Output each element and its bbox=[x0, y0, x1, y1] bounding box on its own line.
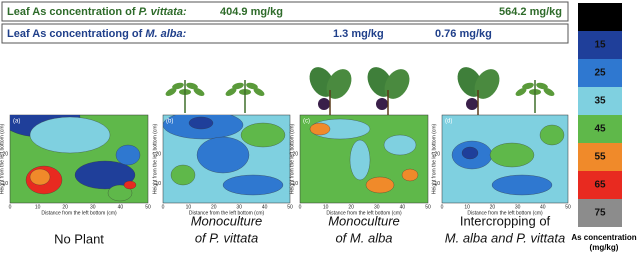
x-tick-label: 10 bbox=[35, 204, 41, 210]
panel-letter: (a) bbox=[13, 119, 20, 125]
contour bbox=[350, 140, 370, 180]
panel-caption: M. alba and P. vittata bbox=[445, 230, 565, 245]
y-axis-label: Height from the left bottom (cm) bbox=[289, 124, 295, 195]
x-tick-label: 40 bbox=[118, 204, 124, 210]
x-tick-label: 0 bbox=[9, 204, 12, 210]
contour bbox=[189, 117, 213, 129]
contour bbox=[402, 169, 418, 181]
contour bbox=[490, 143, 534, 167]
berry bbox=[466, 98, 478, 110]
x-tick-label: 50 bbox=[287, 204, 293, 210]
contour bbox=[462, 147, 478, 159]
header-value: 404.9 mg/kg bbox=[220, 6, 283, 18]
header-value: 1.3 mg/kg bbox=[333, 28, 384, 40]
x-tick-label: 0 bbox=[441, 204, 444, 210]
colorbar-tick-label: 35 bbox=[594, 96, 606, 107]
colorbar-label: As concentration bbox=[571, 233, 636, 242]
colorbar-tick-label: 25 bbox=[594, 68, 606, 79]
berry bbox=[376, 98, 388, 110]
header-label: Leaf As concentration of P. vittata: bbox=[7, 6, 187, 18]
colorbar-tick-label: 45 bbox=[594, 124, 606, 135]
berry bbox=[318, 98, 330, 110]
contour bbox=[540, 125, 564, 145]
panel-letter: (c) bbox=[303, 119, 310, 125]
x-tick-label: 50 bbox=[425, 204, 431, 210]
panel-caption: of P. vittata bbox=[195, 230, 258, 245]
contour bbox=[310, 123, 330, 135]
contour bbox=[116, 145, 140, 165]
y-axis-label: Height from the left bottom (cm) bbox=[0, 124, 5, 195]
contour bbox=[124, 181, 136, 189]
panel-caption: Monoculture bbox=[328, 213, 400, 228]
colorbar-tick-label: 75 bbox=[594, 208, 606, 219]
panel-letter: (d) bbox=[445, 119, 452, 125]
contour bbox=[197, 137, 249, 173]
panel-caption: No Plant bbox=[54, 231, 104, 246]
panel-letter: (b) bbox=[166, 119, 173, 125]
colorbar-tick-label: 55 bbox=[594, 152, 606, 163]
header-value: 564.2 mg/kg bbox=[499, 6, 562, 18]
contour bbox=[171, 165, 195, 185]
figure: Leaf As concentration of P. vittata: 404… bbox=[0, 0, 640, 256]
contour bbox=[492, 175, 552, 195]
colorbar-unit: (mg/kg) bbox=[590, 243, 619, 252]
y-axis-label: Height from the left bottom (cm) bbox=[152, 124, 158, 195]
colorbar-top bbox=[578, 3, 622, 31]
contour bbox=[384, 135, 416, 155]
colorbar-tick-label: 15 bbox=[594, 40, 606, 51]
colorbar-tick-label: 65 bbox=[594, 180, 606, 191]
panel-caption: Monoculture bbox=[191, 213, 263, 228]
y-axis-label: Height from the left bottom (cm) bbox=[431, 124, 437, 195]
panel: (c)010203040501020Distance from the left… bbox=[289, 115, 431, 245]
panel-caption: Intercropping of bbox=[460, 213, 551, 228]
x-tick-label: 50 bbox=[145, 204, 151, 210]
contour bbox=[30, 117, 110, 153]
header-value: 0.76 mg/kg bbox=[435, 28, 492, 40]
x-tick-label: 50 bbox=[565, 204, 571, 210]
x-tick-label: 0 bbox=[162, 204, 165, 210]
x-axis-label: Distance from the left bottom (cm) bbox=[41, 210, 117, 216]
contour bbox=[366, 177, 394, 193]
contour bbox=[241, 123, 285, 147]
header-label: Leaf As concentrationg of M. alba: bbox=[7, 28, 187, 40]
contour bbox=[223, 175, 283, 195]
x-tick-label: 0 bbox=[299, 204, 302, 210]
panel-caption: of M. alba bbox=[335, 230, 392, 245]
contour bbox=[30, 169, 50, 185]
